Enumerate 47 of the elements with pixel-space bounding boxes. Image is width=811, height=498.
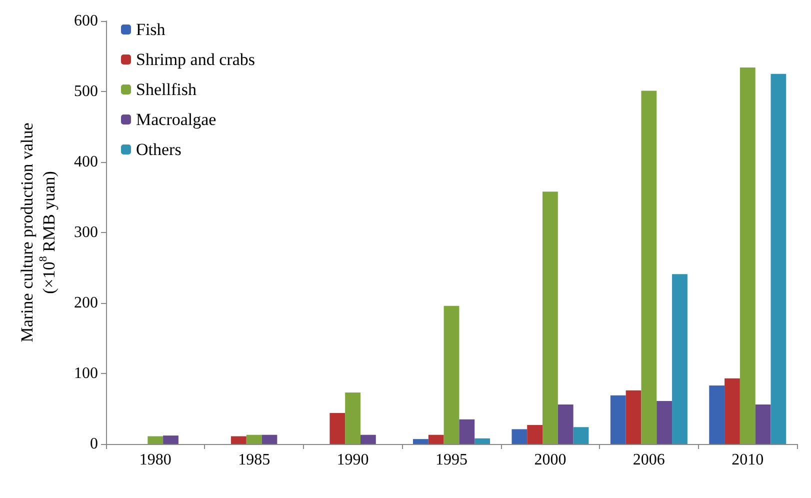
x-tick-label: 1995	[436, 452, 468, 468]
bar	[770, 74, 786, 444]
bar	[656, 400, 672, 444]
bar	[740, 68, 756, 444]
bar	[626, 390, 642, 444]
legend-label: Shrimp and crabs	[136, 50, 255, 69]
bar	[542, 192, 558, 444]
bar	[512, 429, 528, 444]
y-tick-label: 400	[74, 154, 98, 170]
bar	[345, 392, 360, 444]
bar	[709, 385, 725, 444]
y-tick-label: 0	[90, 436, 98, 452]
x-tick-label: 2000	[534, 452, 566, 468]
bar	[444, 306, 460, 444]
bar	[148, 436, 164, 444]
legend-label: Macroalgae	[136, 110, 216, 129]
y-tick-label: 300	[74, 224, 98, 241]
bar	[573, 427, 589, 444]
bar	[672, 274, 688, 444]
bar	[527, 424, 543, 444]
bar	[755, 404, 771, 444]
bar	[163, 436, 178, 444]
y-tick-label: 200	[74, 294, 98, 312]
legend-label: Others	[136, 140, 182, 159]
y-tick-label: 100	[74, 365, 98, 382]
x-tick-label: 2010	[732, 452, 764, 468]
bar	[230, 436, 246, 444]
bar	[360, 434, 376, 444]
bar	[428, 434, 444, 444]
bar	[610, 395, 626, 444]
y-tick-label: 600	[74, 12, 98, 30]
bar	[641, 90, 657, 444]
x-tick-label: 1980	[139, 452, 172, 468]
legend-label: Shellfish	[136, 80, 197, 99]
bar	[330, 412, 346, 444]
bar	[474, 438, 490, 444]
legend-label: Fish	[136, 20, 166, 39]
x-tick-label: 2006	[632, 452, 665, 468]
bar	[262, 434, 278, 444]
x-tick-label: 1985	[238, 452, 270, 468]
bar	[558, 404, 574, 444]
bar	[413, 439, 428, 444]
bar	[724, 378, 740, 444]
bar	[459, 419, 475, 444]
bar	[246, 434, 262, 444]
x-tick-label: 1990	[336, 452, 369, 468]
y-tick-label: 500	[74, 83, 98, 100]
